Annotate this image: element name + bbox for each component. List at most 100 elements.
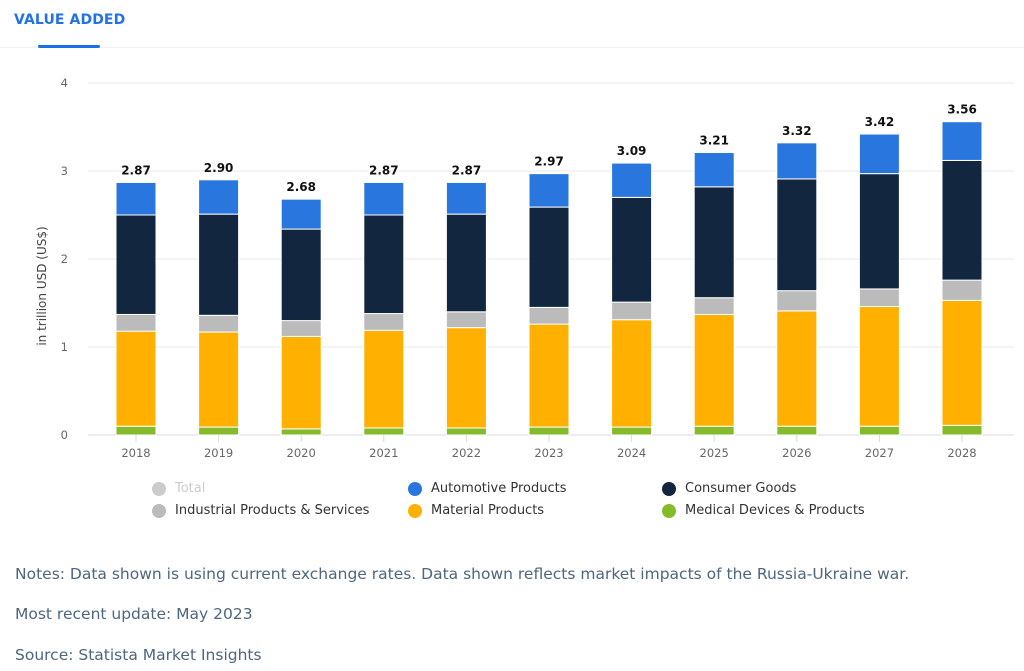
bar-stack-2026[interactable] xyxy=(776,142,818,436)
bar-segment-consumer-goods-2021[interactable] xyxy=(363,214,405,315)
bar-segment-material-products-2018[interactable] xyxy=(115,330,157,427)
bar-segment-consumer-goods-2027[interactable] xyxy=(858,173,900,290)
bar-segment-industrial-products-services-2024[interactable] xyxy=(611,301,653,321)
bar-segment-material-products-2019[interactable] xyxy=(198,331,240,428)
legend-item-automotive-products[interactable]: Automotive Products xyxy=(408,481,566,496)
bar-stack-2023[interactable] xyxy=(528,173,570,436)
bar-segment-medical-devices-products-2024[interactable] xyxy=(611,426,653,436)
bar-segment-consumer-goods-2022[interactable] xyxy=(445,213,487,313)
total-label: 2.87 xyxy=(452,163,482,177)
bar-segment-industrial-products-services-2022[interactable] xyxy=(445,311,487,329)
bar-segment-automotive-products-2020[interactable] xyxy=(280,198,322,230)
x-tick-label: 2019 xyxy=(204,446,233,460)
bar-segment-industrial-products-services-2028[interactable] xyxy=(941,279,983,301)
bar-stack-2028[interactable] xyxy=(941,121,983,436)
bar-segment-automotive-products-2026[interactable] xyxy=(776,142,818,180)
y-tick-label: 3 xyxy=(61,164,68,178)
bar-segment-medical-devices-products-2023[interactable] xyxy=(528,426,570,436)
bar-segment-consumer-goods-2026[interactable] xyxy=(776,178,818,292)
x-tick-label: 2024 xyxy=(617,446,646,460)
bar-segment-material-products-2022[interactable] xyxy=(445,327,487,429)
bar-segment-consumer-goods-2023[interactable] xyxy=(528,206,570,308)
bar-segment-material-products-2025[interactable] xyxy=(693,313,735,427)
bar-segment-industrial-products-services-2020[interactable] xyxy=(280,320,322,337)
bar-stack-2025[interactable] xyxy=(693,152,735,436)
bar-segment-medical-devices-products-2019[interactable] xyxy=(198,426,240,436)
bar-segment-consumer-goods-2025[interactable] xyxy=(693,186,735,299)
update-text: Most recent update: May 2023 xyxy=(15,605,253,623)
x-tick-label: 2026 xyxy=(782,446,811,460)
legend-label: Automotive Products xyxy=(431,481,567,496)
bar-segment-medical-devices-products-2028[interactable] xyxy=(941,424,983,436)
y-axis-ticks: 0 1 2 3 4 xyxy=(61,76,68,442)
bar-segment-industrial-products-services-2021[interactable] xyxy=(363,313,405,331)
legend-item-material-products[interactable]: Material Products xyxy=(408,503,544,518)
bar-segment-consumer-goods-2018[interactable] xyxy=(115,214,157,315)
bar-segment-material-products-2028[interactable] xyxy=(941,299,983,426)
bar-segment-industrial-products-services-2026[interactable] xyxy=(776,290,818,312)
bar-segment-automotive-products-2025[interactable] xyxy=(693,152,735,188)
bar-segment-automotive-products-2024[interactable] xyxy=(611,162,653,198)
total-label: 3.56 xyxy=(947,103,977,117)
bar-segment-automotive-products-2018[interactable] xyxy=(115,181,157,216)
total-label: 2.87 xyxy=(369,163,399,177)
bar-stack-2027[interactable] xyxy=(858,133,900,436)
bar-segment-automotive-products-2019[interactable] xyxy=(198,179,240,215)
bar-segment-material-products-2021[interactable] xyxy=(363,329,405,429)
bar-segment-consumer-goods-2020[interactable] xyxy=(280,228,322,322)
bar-stack-2018[interactable] xyxy=(115,181,157,436)
legend-item-industrial-products-services[interactable]: Industrial Products & Services xyxy=(152,503,369,518)
legend-label: Industrial Products & Services xyxy=(175,503,370,518)
bar-stack-2022[interactable] xyxy=(445,181,487,436)
x-tick-label: 2027 xyxy=(865,446,894,460)
y-tick-label: 0 xyxy=(61,428,68,442)
bar-segment-medical-devices-products-2021[interactable] xyxy=(363,427,405,436)
x-tick-label: 2028 xyxy=(947,446,976,460)
legend-dot-icon xyxy=(152,503,166,518)
bar-segment-medical-devices-products-2020[interactable] xyxy=(280,428,322,436)
bar-segment-material-products-2020[interactable] xyxy=(280,335,322,430)
bar-segment-material-products-2024[interactable] xyxy=(611,319,653,428)
bar-segment-automotive-products-2027[interactable] xyxy=(858,133,900,175)
bars xyxy=(115,121,983,436)
x-tick-label: 2018 xyxy=(121,446,150,460)
legend-dot-icon xyxy=(408,481,422,496)
bar-segment-automotive-products-2021[interactable] xyxy=(363,181,405,216)
bar-segment-industrial-products-services-2025[interactable] xyxy=(693,297,735,315)
total-labels: 2.87 2.90 2.68 2.87 2.87 2.97 3.09 3.21 3.32 3.42… xyxy=(121,103,977,194)
bar-segment-industrial-products-services-2027[interactable] xyxy=(858,288,900,308)
bar-segment-automotive-products-2023[interactable] xyxy=(528,173,570,208)
y-axis-label: in trillion USD (US$) xyxy=(35,226,49,345)
bar-segment-consumer-goods-2028[interactable] xyxy=(941,159,983,281)
legend-item-medical-devices-products[interactable]: Medical Devices & Products xyxy=(662,503,865,518)
bar-segment-medical-devices-products-2018[interactable] xyxy=(115,425,157,436)
bar-segment-medical-devices-products-2026[interactable] xyxy=(776,425,818,436)
notes-text: Notes: Data shown is using current excha… xyxy=(15,565,910,583)
legend-dot-icon xyxy=(152,481,166,496)
bar-segment-consumer-goods-2024[interactable] xyxy=(611,196,653,303)
bar-segment-automotive-products-2022[interactable] xyxy=(445,181,487,215)
total-label: 3.42 xyxy=(865,115,895,129)
bar-stack-2019[interactable] xyxy=(198,179,240,436)
legend-item-consumer-goods[interactable]: Consumer Goods xyxy=(662,481,796,496)
bar-segment-medical-devices-products-2022[interactable] xyxy=(445,427,487,436)
bar-segment-medical-devices-products-2027[interactable] xyxy=(858,425,900,436)
bar-segment-consumer-goods-2019[interactable] xyxy=(198,213,240,316)
bar-segment-industrial-products-services-2018[interactable] xyxy=(115,313,157,332)
bar-segment-material-products-2027[interactable] xyxy=(858,306,900,427)
bar-stack-2024[interactable] xyxy=(611,162,653,436)
legend-item-total[interactable]: Total xyxy=(152,481,205,496)
bar-stack-2020[interactable] xyxy=(280,198,322,436)
bar-segment-medical-devices-products-2025[interactable] xyxy=(693,425,735,436)
bar-segment-industrial-products-services-2023[interactable] xyxy=(528,306,570,325)
source-text: Source: Statista Market Insights xyxy=(15,646,262,664)
total-label: 2.68 xyxy=(286,180,316,194)
bar-stack-2021[interactable] xyxy=(363,181,405,436)
total-label: 3.09 xyxy=(617,144,647,158)
bar-segment-material-products-2023[interactable] xyxy=(528,323,570,428)
bar-segment-automotive-products-2028[interactable] xyxy=(941,121,983,161)
bar-segment-industrial-products-services-2019[interactable] xyxy=(198,314,240,333)
bar-segment-material-products-2026[interactable] xyxy=(776,310,818,427)
total-label: 3.32 xyxy=(782,124,812,138)
tab-value-added[interactable]: VALUE ADDED xyxy=(14,12,126,28)
